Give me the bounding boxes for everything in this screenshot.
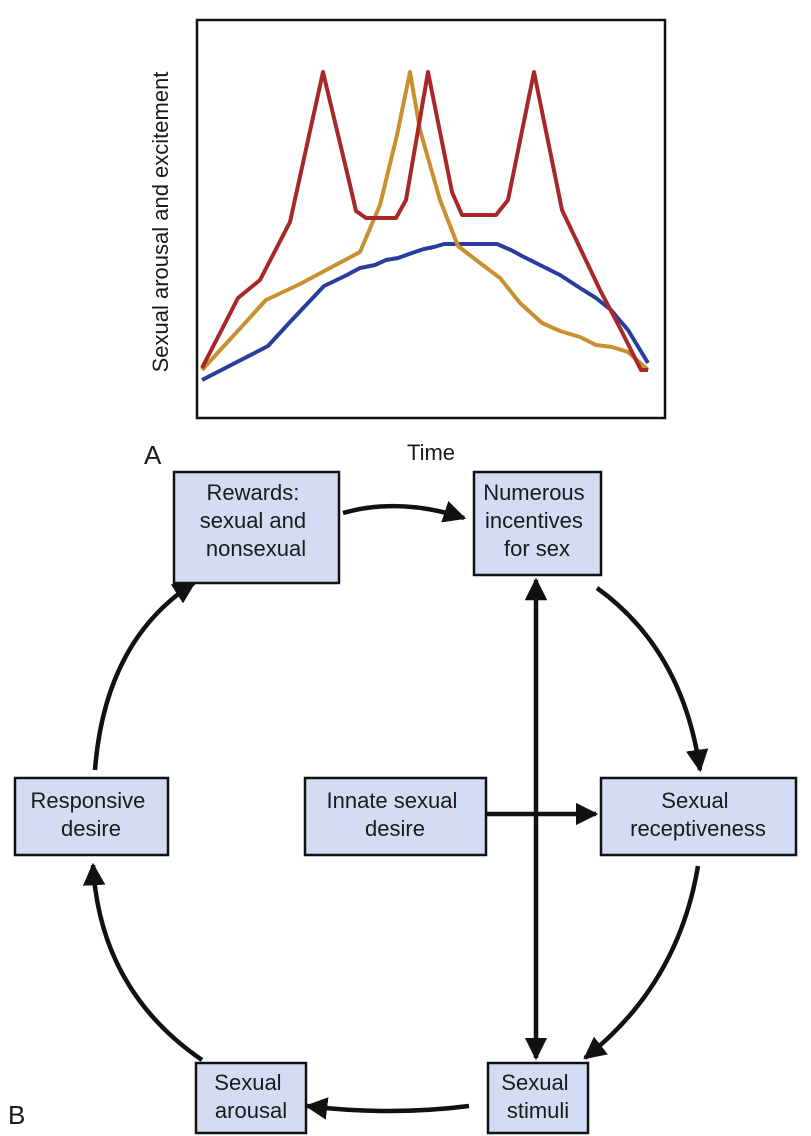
- arrow-rewards-to-incentives: [342, 501, 467, 523]
- svg-text:Sexual stimuli: Sexual stimuli: [501, 1070, 574, 1123]
- node-arousal: Sexual arousal: [194, 1061, 308, 1135]
- node-rewards-line-3: nonsexual: [206, 536, 306, 561]
- panel-a: A Time Sexual arousal and excitement: [144, 18, 667, 470]
- curve-blue: [201, 242, 650, 382]
- svg-text:Numerous incentives: Numerous incentives for sex: [483, 480, 591, 561]
- arrow-arousal-to-responsive: [82, 862, 204, 1062]
- node-incentives: Numerous incentives for sex: [472, 470, 603, 577]
- node-box: [486, 1061, 590, 1135]
- node-stimuli: Sexual stimuli: [486, 1061, 590, 1135]
- curve-red: [200, 70, 648, 372]
- arrow-responsive-to-rewards: [92, 581, 196, 771]
- arrow-stimuli-to-arousal: [304, 1097, 470, 1120]
- arrow-incentives-to-receptiveness: [595, 586, 709, 773]
- node-receptiveness-line-2: receptiveness: [630, 816, 766, 841]
- node-stimuli-line-1: Sexual: [501, 1070, 568, 1095]
- node-arousal-line-1: Sexual: [214, 1070, 281, 1095]
- svg-text:Sexual arousal: Sexual arousal: [214, 1070, 287, 1123]
- arrow-receptiveness-to-stimuli: [583, 865, 701, 1060]
- node-innate: Innate sexual desire: [303, 776, 488, 857]
- panel-b: Rewards: sexual and nonsexual Numerous i…: [8, 470, 798, 1135]
- svg-text:Responsive desire: Responsive desire: [30, 788, 151, 841]
- node-responsive-line-2: desire: [61, 816, 121, 841]
- node-innate-line-1: Innate sexual: [327, 788, 458, 813]
- panel-a-letter: A: [144, 440, 162, 470]
- node-box: [599, 776, 798, 857]
- node-receptiveness: Sexual receptiveness: [599, 776, 798, 857]
- svg-text:Rewards: sexual and: Rewards: sexual and nonsexual: [200, 480, 313, 561]
- node-box: [194, 1061, 308, 1135]
- node-box: [472, 470, 603, 577]
- node-incentives-line-1: Numerous: [483, 480, 584, 505]
- node-box: [13, 776, 170, 857]
- node-stimuli-line-2: stimuli: [507, 1098, 569, 1123]
- x-axis-label: Time: [407, 440, 455, 465]
- svg-text:Sexual receptiveness: Sexual receptiveness: [630, 788, 766, 841]
- connectors: [82, 501, 709, 1120]
- node-rewards-line-1: Rewards:: [206, 480, 299, 505]
- node-rewards: Rewards: sexual and nonsexual: [172, 470, 341, 585]
- panel-b-letter: B: [8, 1100, 25, 1130]
- curve-gold: [200, 70, 650, 372]
- y-axis-label: Sexual arousal and excitement: [148, 72, 173, 373]
- node-responsive: Responsive desire: [13, 776, 170, 857]
- node-receptiveness-line-1: Sexual: [661, 788, 728, 813]
- node-box: [172, 470, 341, 585]
- node-incentives-line-3: for sex: [504, 536, 570, 561]
- node-responsive-line-1: Responsive: [30, 788, 145, 813]
- svg-text:Innate sexual desire: Innate sexual desire: [327, 788, 464, 841]
- node-innate-line-2: desire: [365, 816, 425, 841]
- node-box: [303, 776, 488, 857]
- node-rewards-line-2: sexual and: [200, 508, 306, 533]
- node-incentives-line-2: incentives: [485, 508, 583, 533]
- node-arousal-line-2: arousal: [215, 1098, 287, 1123]
